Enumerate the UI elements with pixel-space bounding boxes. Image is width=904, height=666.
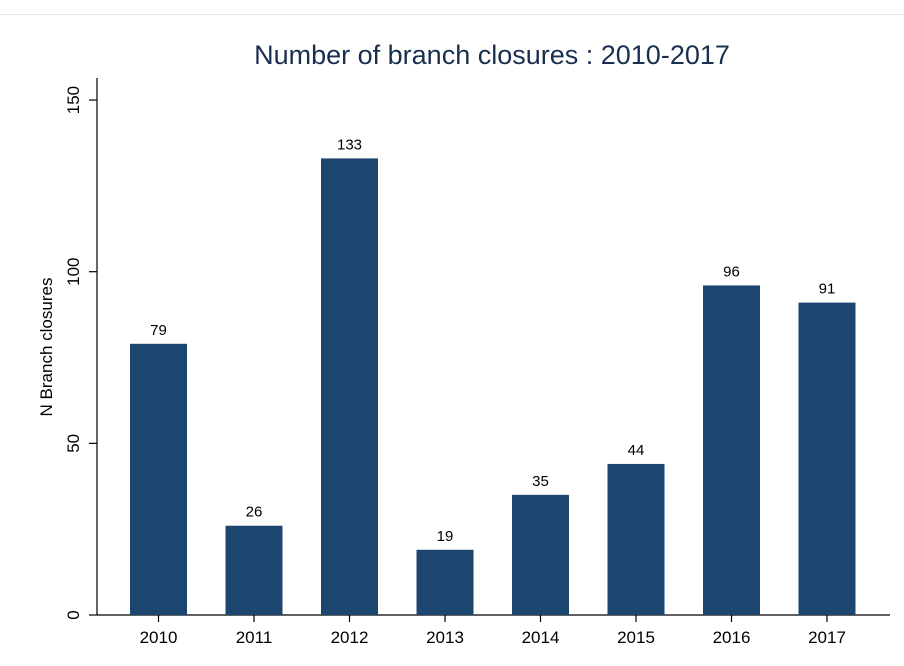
bar-2016 bbox=[703, 285, 760, 615]
y-tick-label: 50 bbox=[64, 434, 83, 453]
bar-2011 bbox=[225, 525, 283, 615]
data-label: 91 bbox=[819, 281, 836, 298]
x-tick-label: 2012 bbox=[331, 628, 369, 647]
x-tick-label: 2015 bbox=[617, 628, 655, 647]
y-tick-label: 150 bbox=[64, 86, 83, 114]
bar-2010 bbox=[130, 343, 187, 615]
x-tick-label: 2017 bbox=[808, 628, 846, 647]
x-tick-label: 2014 bbox=[522, 628, 560, 647]
data-labels: 79 26 133 19 35 44 96 91 bbox=[150, 136, 835, 544]
data-label: 35 bbox=[532, 473, 549, 490]
data-label: 96 bbox=[723, 263, 740, 280]
data-label: 79 bbox=[150, 322, 167, 339]
y-axis-label: N Branch closures bbox=[37, 278, 56, 417]
data-label: 19 bbox=[437, 528, 454, 545]
bar-2013 bbox=[416, 549, 474, 615]
data-label: 133 bbox=[337, 136, 362, 153]
x-tick-label: 2011 bbox=[236, 628, 273, 647]
bars bbox=[130, 158, 856, 615]
bar-2015 bbox=[607, 463, 665, 615]
data-label: 44 bbox=[628, 442, 645, 459]
bar-2017 bbox=[798, 302, 856, 615]
chart-title: Number of branch closures : 2010-2017 bbox=[254, 40, 730, 70]
data-label: 26 bbox=[246, 504, 263, 521]
x-tick-label: 2013 bbox=[426, 628, 464, 647]
x-ticks: 2010 2011 2012 2013 2014 2015 2016 2017 bbox=[140, 615, 846, 647]
x-tick-label: 2010 bbox=[140, 628, 178, 647]
y-tick-label: 100 bbox=[64, 258, 83, 286]
top-divider bbox=[0, 14, 904, 15]
bar-2014 bbox=[512, 494, 569, 615]
y-tick-label: 0 bbox=[64, 610, 83, 619]
y-ticks: 0 50 100 150 bbox=[64, 86, 97, 620]
bar-2012 bbox=[321, 158, 378, 615]
x-tick-label: 2016 bbox=[713, 628, 751, 647]
